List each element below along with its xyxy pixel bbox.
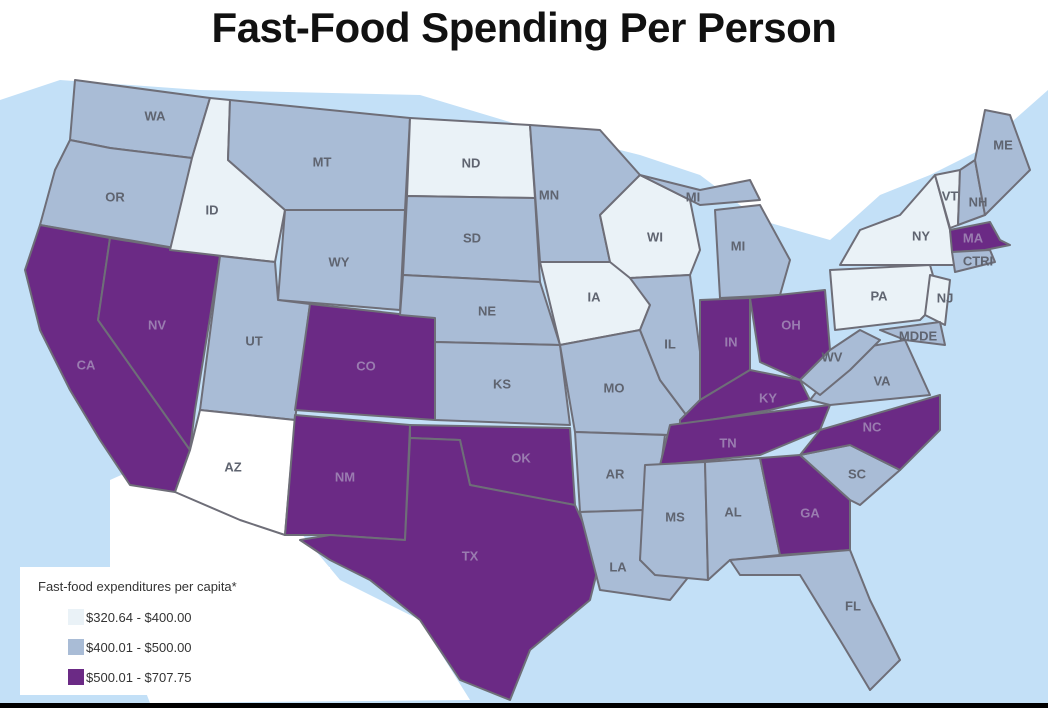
state-WV	[799, 329, 881, 396]
state-IL	[629, 274, 706, 421]
label-OK: OK	[511, 450, 531, 466]
label-TX: TX	[461, 548, 479, 564]
label-TN: TN	[719, 435, 737, 451]
state-KS	[434, 341, 571, 426]
legend-label-tier2: $400.01 - $500.00	[86, 639, 192, 655]
label-MS: MS	[665, 509, 685, 525]
label-ID: ID	[205, 202, 219, 218]
map-legend: Fast-food expenditures per capita* $320.…	[20, 567, 330, 695]
label-PA: PA	[870, 288, 888, 304]
label-NM: NM	[334, 469, 356, 485]
legend-swatch-tier3	[68, 669, 84, 685]
state-TX	[299, 437, 601, 701]
legend-swatch-tier2	[68, 639, 84, 655]
label-AR: AR	[605, 466, 625, 482]
label-IN: IN	[724, 334, 738, 350]
state-MI-UP	[639, 174, 761, 206]
label-UT: UT	[245, 333, 263, 349]
state-MS	[639, 461, 709, 581]
label-NY: NY	[911, 228, 931, 244]
label-MDDE: MDDE	[898, 328, 938, 344]
label-VA: VA	[873, 373, 891, 389]
label-WI: WI	[647, 229, 663, 245]
label-NE: NE	[477, 303, 497, 319]
legend-item-tier3: $500.01 - $707.75	[68, 667, 192, 687]
legend-item-tier1: $320.64 - $400.00	[68, 607, 192, 627]
label-MO: MO	[603, 380, 625, 396]
label-MA: MA	[962, 230, 984, 246]
label-MT: MT	[312, 154, 332, 170]
label-SD: SD	[462, 230, 482, 246]
label-MN: MN	[538, 187, 560, 203]
legend-item-tier2: $400.01 - $500.00	[68, 637, 192, 657]
label-WV: WV	[821, 349, 843, 365]
canada-landmass	[0, 0, 1048, 240]
label-IA: IA	[587, 289, 601, 305]
state-MI	[714, 204, 791, 299]
legend-label-tier3: $500.01 - $707.75	[86, 669, 192, 685]
state-NC	[799, 394, 941, 471]
label-NH: NH	[968, 194, 988, 210]
label-KY: KY	[758, 390, 778, 406]
label-VT: VT	[941, 188, 959, 204]
label-WA: WA	[144, 108, 166, 124]
label-AZ: AZ	[224, 459, 242, 475]
label-ME: ME	[993, 137, 1013, 153]
state-ME	[974, 109, 1031, 216]
label-FL: FL	[845, 598, 861, 614]
label-AL: AL	[724, 504, 742, 520]
label-MI: MI	[730, 238, 746, 254]
label-SC: SC	[847, 466, 867, 482]
label-LA: LA	[609, 559, 627, 575]
label-IL: IL	[664, 336, 676, 352]
label-OR: OR	[105, 189, 125, 205]
label-OH: OH	[781, 317, 801, 333]
label-KS: KS	[492, 376, 512, 392]
label-MI-upper: MI	[685, 189, 701, 205]
state-CT-RI	[951, 249, 996, 273]
label-NC: NC	[862, 419, 882, 435]
label-WY: WY	[328, 254, 350, 270]
state-NJ	[924, 274, 951, 326]
legend-title: Fast-food expenditures per capita*	[38, 579, 237, 594]
map-title: Fast-Food Spending Per Person	[211, 4, 837, 51]
state-MD-DE	[879, 321, 946, 346]
label-CO: CO	[356, 358, 376, 374]
label-NV: NV	[147, 317, 167, 333]
label-NJ: NJ	[936, 290, 954, 306]
legend-label-tier1: $320.64 - $400.00	[86, 609, 192, 625]
label-ND: ND	[461, 155, 481, 171]
label-CTRI: CTRI	[962, 253, 994, 269]
state-FL	[729, 549, 901, 691]
label-GA: GA	[800, 505, 820, 521]
label-CA: CA	[76, 357, 96, 373]
legend-swatch-tier1	[68, 609, 84, 625]
